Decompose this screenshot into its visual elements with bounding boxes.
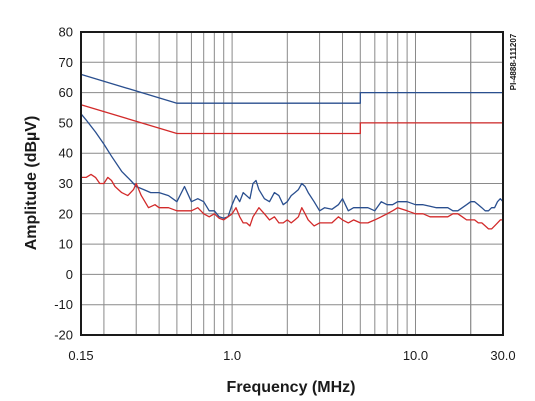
y-tick-label: 30 <box>59 176 73 191</box>
series-layer <box>80 73 504 230</box>
y-axis-title: Amplitude (dBµV) <box>23 116 40 251</box>
x-tick-label: 1.0 <box>223 348 241 363</box>
figure-code: PI-4888-111207 <box>509 33 518 90</box>
y-tick-label: 10 <box>59 237 73 252</box>
series-line-1 <box>80 73 503 104</box>
y-tick-label: 0 <box>66 267 73 282</box>
plot-frame <box>80 31 504 336</box>
series-line-3 <box>80 113 504 219</box>
y-tick-label: 40 <box>59 146 73 161</box>
x-axis-title: Frequency (MHz) <box>227 379 356 396</box>
y-tick-label: -10 <box>54 297 73 312</box>
y-tick-label: -20 <box>54 328 73 343</box>
y-tick-label: 80 <box>59 25 73 40</box>
y-tick-label: 70 <box>59 55 73 70</box>
x-tick-label: 0.15 <box>68 348 93 363</box>
y-tick-label: 20 <box>59 206 73 221</box>
series-line-2 <box>80 104 503 135</box>
y-tick-label: 50 <box>59 115 73 130</box>
y-tick-label: 60 <box>59 85 73 100</box>
x-tick-label: 10.0 <box>403 348 428 363</box>
y-tick-labels: -20 -10 0 10 20 30 40 50 60 70 80 <box>54 25 73 343</box>
grid <box>81 31 503 336</box>
x-tick-label: 30.0 <box>490 348 515 363</box>
series-line-4 <box>81 173 503 230</box>
x-tick-labels: 0.15 1.0 10.0 30.0 <box>68 348 515 363</box>
